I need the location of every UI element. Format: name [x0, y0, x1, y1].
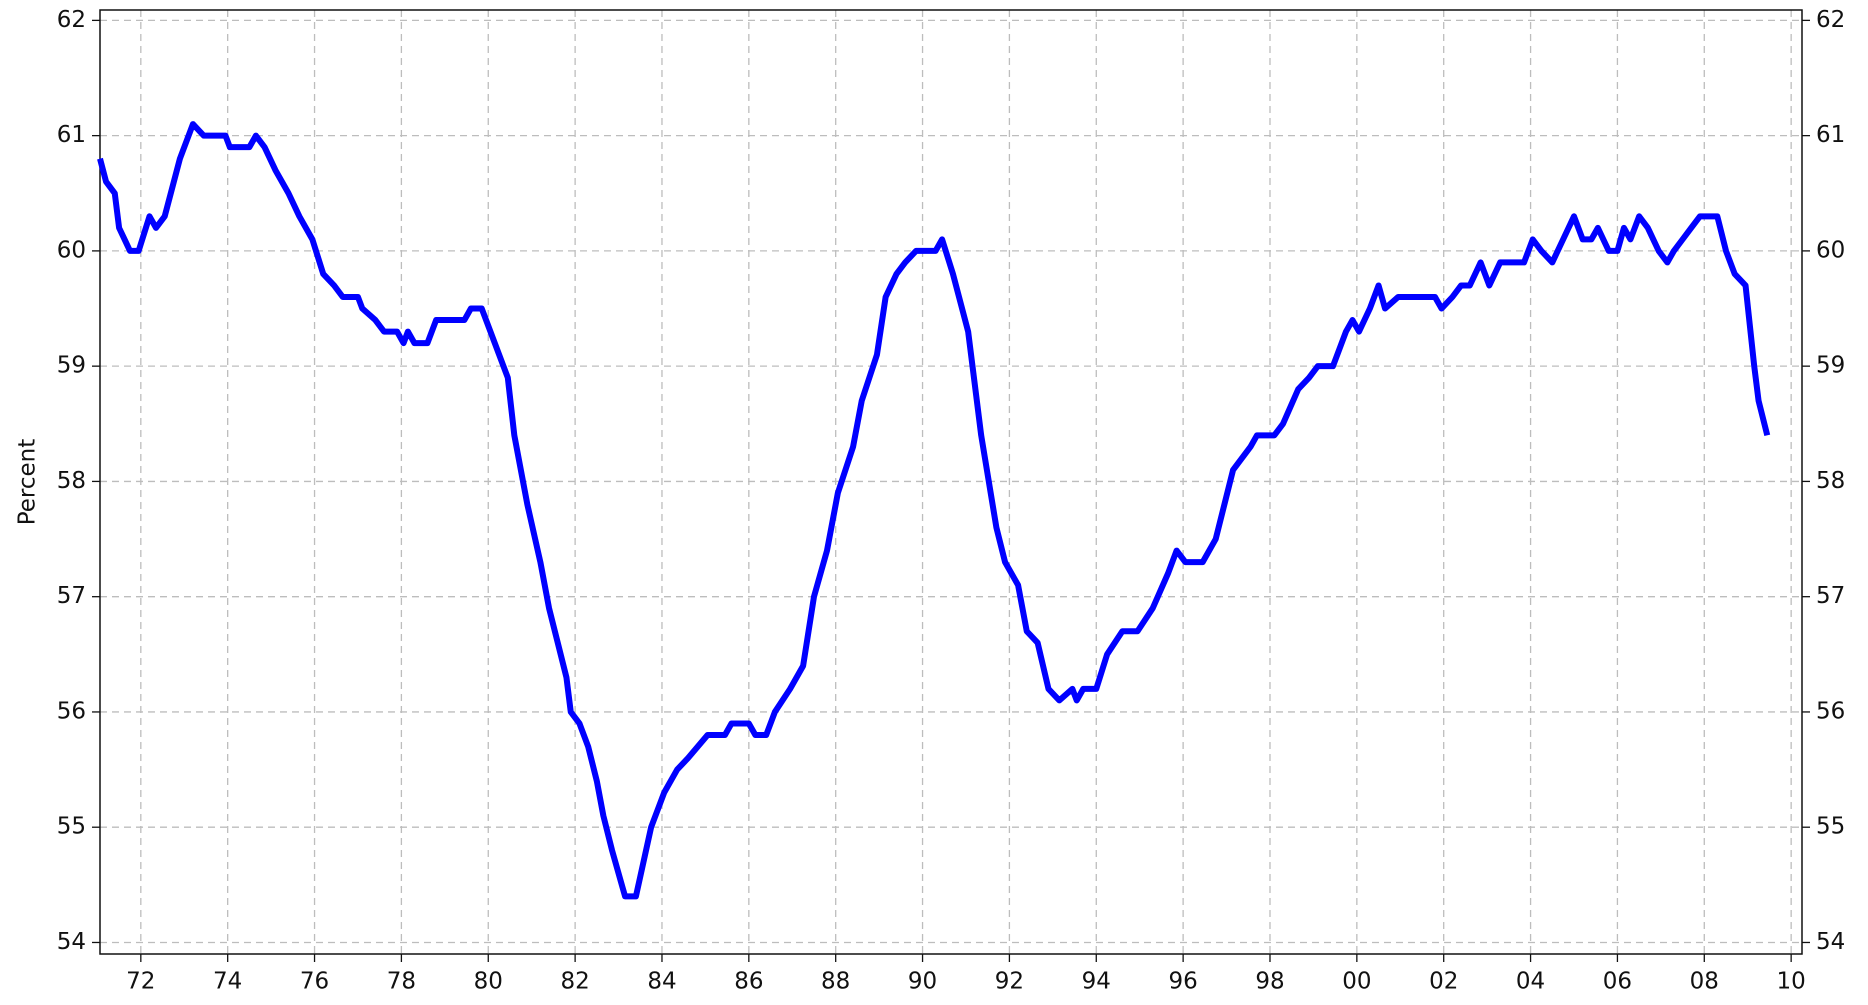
x-tick-label: 92 — [995, 969, 1024, 995]
y-tick-label: 58 — [57, 468, 86, 494]
y-tick-label: 60 — [57, 237, 86, 263]
x-tick-label: 98 — [1255, 969, 1284, 995]
y-tick-label: 57 — [57, 583, 86, 609]
y-tick-label: 54 — [57, 929, 86, 955]
y-tick-label: 55 — [57, 814, 86, 840]
x-tick-label: 10 — [1777, 969, 1806, 995]
x-tick-label: 94 — [1082, 969, 1111, 995]
x-tick-label: 72 — [126, 969, 155, 995]
y2-tick-label: 60 — [1816, 237, 1845, 263]
y2-tick-label: 55 — [1816, 814, 1845, 840]
y-tick-label: 62 — [57, 7, 86, 33]
x-tick-label: 76 — [300, 969, 329, 995]
x-tick-label: 90 — [908, 969, 937, 995]
x-tick-label: 86 — [734, 969, 763, 995]
y2-tick-label: 62 — [1816, 7, 1845, 33]
x-tick-label: 96 — [1168, 969, 1197, 995]
y2-tick-label: 59 — [1816, 353, 1845, 379]
y2-tick-label: 56 — [1816, 698, 1845, 724]
x-tick-label: 84 — [647, 969, 676, 995]
data-line — [97, 121, 1771, 900]
x-tick-label: 02 — [1429, 969, 1458, 995]
x-tick-label: 78 — [387, 969, 416, 995]
y-tick-label: 61 — [57, 122, 86, 148]
x-tick-label: 80 — [474, 969, 503, 995]
y2-tick-label: 54 — [1816, 929, 1845, 955]
y2-tick-label: 61 — [1816, 122, 1845, 148]
x-tick-label: 88 — [821, 969, 850, 995]
y-tick-label: 56 — [57, 698, 86, 724]
x-tick-label: 00 — [1342, 969, 1371, 995]
y-axis-label: Percent — [15, 439, 41, 526]
x-tick-label: 04 — [1516, 969, 1545, 995]
x-tick-label: 82 — [560, 969, 589, 995]
x-tick-label: 74 — [213, 969, 242, 995]
x-tick-label: 06 — [1603, 969, 1632, 995]
x-tick-label: 08 — [1690, 969, 1719, 995]
y2-tick-label: 58 — [1816, 468, 1845, 494]
y-tick-label: 59 — [57, 353, 86, 379]
plot-frame — [99, 9, 1803, 955]
y2-tick-label: 57 — [1816, 583, 1845, 609]
